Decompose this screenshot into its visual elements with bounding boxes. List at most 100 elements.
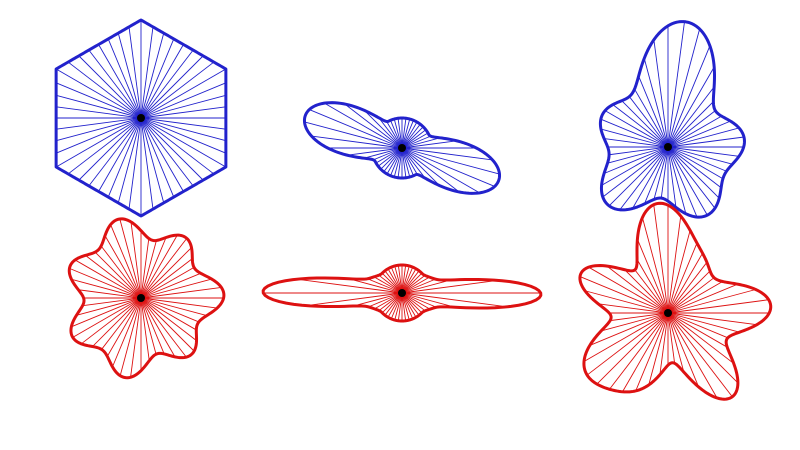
- spoke-line: [347, 147, 403, 156]
- spoke-line: [660, 146, 669, 199]
- spoke-line: [401, 137, 441, 149]
- spoke-line: [401, 292, 437, 308]
- spoke-line: [601, 146, 669, 186]
- spoke-line: [393, 118, 403, 149]
- spoke-line: [140, 94, 226, 119]
- spoke-line: [401, 118, 411, 149]
- spoke-line: [88, 49, 142, 119]
- spoke-line: [667, 101, 714, 148]
- spoke-line: [92, 297, 142, 347]
- spoke-line: [367, 278, 403, 294]
- spoke-line: [667, 312, 739, 384]
- spoke-line: [55, 68, 142, 119]
- spoke-line: [401, 292, 410, 321]
- spoke-line: [604, 138, 669, 148]
- spoke-line: [401, 147, 418, 175]
- spoke-line: [384, 270, 403, 294]
- shape-blob-flower: [67, 217, 226, 380]
- spoke-line: [586, 312, 669, 376]
- spoke-line: [140, 297, 157, 355]
- spoke-line: [119, 297, 142, 376]
- spoke-line: [67, 117, 142, 175]
- spoke-line: [401, 276, 430, 294]
- spoke-line: [375, 147, 403, 164]
- spoke-line: [140, 117, 175, 198]
- spoke-line: [378, 274, 403, 294]
- shape-four-petal-flower: [302, 101, 502, 195]
- spoke-line: [140, 297, 176, 358]
- spoke-line: [667, 146, 720, 199]
- spoke-line: [643, 58, 669, 148]
- spoke-line: [381, 272, 403, 294]
- spoke-line: [401, 292, 407, 321]
- spoke-line: [648, 312, 669, 386]
- spoke-line: [667, 216, 682, 314]
- spoke-line: [101, 297, 142, 350]
- spoke-line: [140, 286, 222, 299]
- spoke-line: [106, 297, 142, 357]
- spoke-line: [378, 117, 403, 149]
- spoke-line: [100, 245, 142, 299]
- spoke-line: [401, 275, 426, 294]
- spoke-line: [667, 299, 769, 314]
- spoke-line: [667, 281, 723, 314]
- spoke-line: [653, 204, 669, 314]
- spoke-line: [643, 146, 669, 205]
- spoke-line: [140, 240, 157, 299]
- spoke-line: [67, 61, 142, 119]
- spoke-line: [384, 292, 403, 316]
- spoke-line: [607, 146, 669, 164]
- spoke-line: [76, 297, 142, 316]
- shape-four-point-star: [261, 263, 543, 323]
- spoke-line: [667, 270, 711, 314]
- spoke-line: [140, 106, 226, 119]
- spoke-line: [397, 265, 403, 294]
- spoke-line: [628, 96, 669, 148]
- spoke-line: [659, 312, 669, 375]
- spoke-line: [667, 110, 716, 148]
- spoke-line: [140, 297, 207, 317]
- spoke-line: [667, 86, 715, 148]
- spoke-line: [401, 140, 457, 149]
- spoke-line: [140, 117, 227, 154]
- spoke-line: [624, 269, 669, 314]
- spoke-line: [309, 109, 403, 149]
- spoke-line: [401, 292, 420, 316]
- spoke-line: [71, 297, 142, 328]
- spoke-line: [56, 94, 142, 119]
- spoke-line: [596, 312, 669, 385]
- spoke-line: [588, 266, 669, 314]
- spoke-line: [667, 312, 757, 326]
- spoke-line: [74, 259, 142, 299]
- spoke-line: [601, 312, 669, 332]
- spoke-line: [140, 61, 215, 119]
- spoke-line: [667, 146, 727, 172]
- spoke-line: [589, 312, 669, 346]
- shape-hexagon: [54, 18, 228, 218]
- spoke-line: [140, 237, 167, 299]
- spoke-line: [667, 312, 718, 399]
- spoke-line: [78, 289, 142, 299]
- spoke-line: [387, 292, 403, 318]
- spoke-line: [88, 117, 142, 187]
- spoke-line: [140, 272, 201, 299]
- spoke-line: [600, 118, 669, 148]
- spoke-line: [368, 292, 403, 308]
- spoke-line: [390, 120, 403, 149]
- spoke-line: [394, 292, 403, 321]
- spoke-line: [386, 147, 403, 175]
- spoke-line: [82, 297, 142, 307]
- spoke-line: [606, 265, 669, 314]
- spoke-line: [56, 117, 142, 130]
- spoke-line: [667, 312, 685, 373]
- spoke-line: [85, 255, 142, 299]
- spoke-line: [107, 117, 142, 198]
- spoke-line: [401, 292, 456, 308]
- spoke-line: [667, 120, 731, 148]
- spoke-line: [401, 278, 436, 294]
- spoke-line: [598, 303, 669, 314]
- spoke-line: [610, 312, 669, 322]
- spoke-line: [140, 26, 154, 119]
- spoke-line: [401, 279, 451, 294]
